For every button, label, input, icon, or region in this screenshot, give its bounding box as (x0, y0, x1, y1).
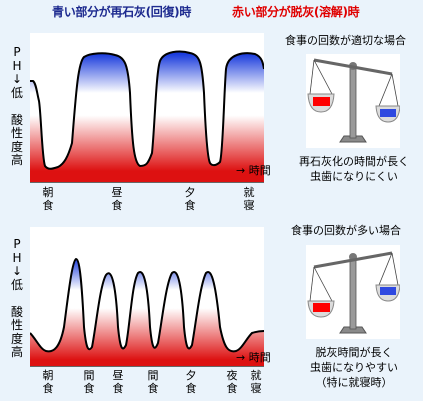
meal-label-bottom-dinner: 夕食 (185, 369, 197, 395)
left-pan-red (313, 303, 330, 312)
note-top: 再石灰化の時間が長く 虫歯になりにくい (299, 155, 409, 183)
note-bottom: 脱灰時間が長く 虫歯になりやすい （特に就寝時） (310, 346, 398, 389)
meal-label-top-dinner: 夕食 (184, 186, 196, 212)
balance-scale-top (306, 54, 401, 148)
ph-area-top (30, 51, 264, 183)
meal-label-bottom-breakfast: 朝食 (42, 369, 54, 395)
meal-label-bottom-lunch: 昼食 (112, 369, 124, 395)
balance-scale-bottom (306, 245, 401, 339)
ph-area-bottom (30, 259, 264, 367)
meal-label-bottom-snack-2: 間食 (147, 369, 159, 395)
meal-label-top-lunch: 昼食 (111, 186, 123, 212)
case-title-bottom: 食事の回数が多い場合 (291, 224, 401, 237)
left-pan-red (313, 97, 330, 106)
ph-chart-bottom (30, 227, 264, 367)
header-red-caption: 赤い部分が脱灰(溶解)時 (232, 5, 360, 19)
meal-label-top-bedtime: 就寝 (243, 186, 255, 212)
y-axis-label-bottom: P H ↓ 低 酸性度高 (10, 237, 23, 359)
case-title-top: 食事の回数が適切な場合 (285, 34, 406, 47)
meal-label-bottom-late-meal: 夜食 (226, 369, 238, 395)
ph-curve-bottom (30, 257, 264, 353)
meal-label-bottom-snack-1: 間食 (83, 369, 95, 395)
y-axis-label-top: P H ↓ 低 酸性度高 (10, 45, 23, 167)
ph-chart-top (30, 33, 264, 183)
time-axis-label-bottom: → 時間 (236, 351, 271, 364)
meal-label-bottom-bedtime: 就寝 (250, 369, 262, 395)
header-blue-caption: 青い部分が再石灰(回復)時 (52, 5, 192, 19)
meal-label-top-breakfast: 朝食 (42, 186, 54, 212)
right-pan-blue (380, 287, 396, 295)
time-axis-label-top: → 時間 (236, 164, 271, 177)
right-pan-blue (380, 109, 396, 117)
ph-curve-top (30, 50, 264, 170)
